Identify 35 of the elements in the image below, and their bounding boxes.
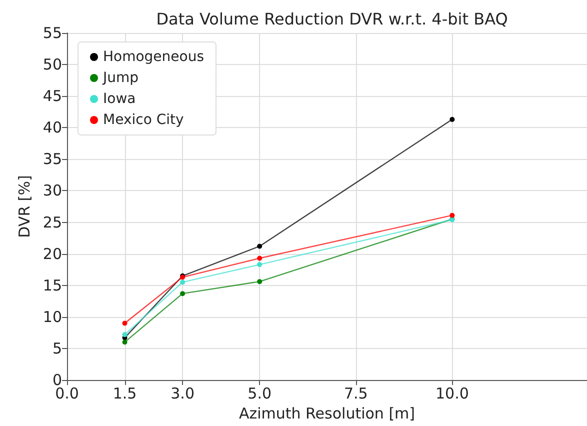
y-tick-label: 10 xyxy=(42,308,62,326)
y-tick-label: 50 xyxy=(42,56,62,74)
point xyxy=(257,279,262,284)
legend-label: Jump xyxy=(102,70,139,86)
y-tick-label: 30 xyxy=(42,182,62,200)
y-axis-title: DVR [%] xyxy=(16,175,34,238)
y-tick-label: 15 xyxy=(42,276,62,294)
x-tick-label: 10.0 xyxy=(435,384,469,402)
y-tick-label: 5 xyxy=(52,339,62,358)
y-tick-label: 35 xyxy=(42,150,62,168)
x-axis-title: Azimuth Resolution [m] xyxy=(238,404,416,422)
point xyxy=(257,262,262,268)
legend-label: Mexico City xyxy=(103,112,184,128)
x-tick-label: 7.5 xyxy=(344,384,368,402)
point xyxy=(122,320,128,326)
chart-title: Data Volume Reduction DVR w.r.t. 4-bit BAQ xyxy=(156,10,508,28)
point xyxy=(257,244,262,249)
legend-label: Homogeneous xyxy=(103,49,204,65)
point xyxy=(122,340,128,345)
point xyxy=(180,291,186,296)
point xyxy=(450,116,455,122)
point xyxy=(257,256,262,261)
y-tick-label: 25 xyxy=(42,213,62,232)
y-tick-label: 55 xyxy=(42,24,62,42)
legend-label: Iowa xyxy=(103,91,136,107)
y-tick-label: 40 xyxy=(42,118,62,137)
x-tick-label: 0.0 xyxy=(55,384,79,402)
x-tick-label: 5.0 xyxy=(248,384,272,402)
y-tick-label: 45 xyxy=(42,87,62,106)
point xyxy=(122,332,128,338)
y-tick-label: 20 xyxy=(42,244,62,263)
x-tick-label: 1.5 xyxy=(112,384,137,402)
point xyxy=(180,280,186,285)
point xyxy=(450,212,455,218)
x-tick-label: 3.0 xyxy=(170,384,194,402)
